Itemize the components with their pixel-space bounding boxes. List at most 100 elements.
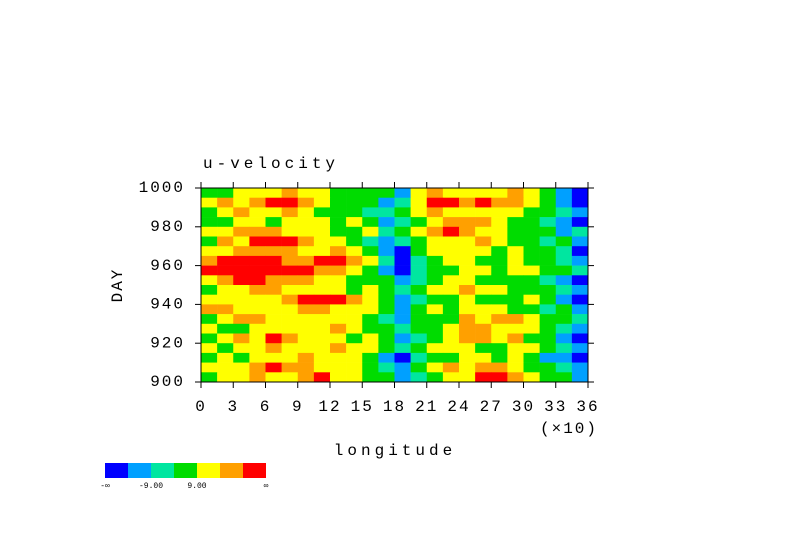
cell bbox=[265, 352, 282, 363]
cell bbox=[346, 197, 363, 208]
cell bbox=[459, 246, 476, 257]
cell bbox=[233, 294, 250, 305]
cell bbox=[378, 343, 395, 354]
cell bbox=[523, 323, 540, 334]
cell bbox=[410, 188, 428, 198]
cell bbox=[523, 372, 540, 383]
cell bbox=[313, 362, 331, 373]
cell bbox=[442, 294, 460, 305]
cell bbox=[442, 275, 460, 286]
cell bbox=[201, 236, 218, 247]
cell bbox=[346, 352, 363, 363]
cell bbox=[507, 246, 524, 257]
cell bbox=[539, 304, 557, 315]
cell bbox=[297, 343, 315, 354]
cell bbox=[378, 275, 395, 286]
cell bbox=[281, 188, 299, 198]
cell bbox=[394, 197, 411, 208]
cell bbox=[313, 323, 331, 334]
cell bbox=[555, 294, 573, 305]
cell bbox=[459, 323, 476, 334]
cell bbox=[281, 285, 299, 295]
x-tick-label: 15 bbox=[351, 398, 374, 416]
cell bbox=[233, 236, 250, 247]
cell bbox=[378, 255, 395, 266]
cell bbox=[346, 236, 363, 247]
cell bbox=[523, 304, 540, 315]
cell bbox=[362, 236, 379, 247]
cell bbox=[362, 197, 379, 208]
cell bbox=[475, 372, 492, 383]
cell bbox=[555, 372, 573, 383]
cell bbox=[362, 217, 379, 228]
cell bbox=[539, 246, 557, 257]
cell bbox=[233, 197, 250, 208]
cell bbox=[362, 207, 379, 218]
cell bbox=[539, 255, 557, 266]
cell bbox=[265, 294, 282, 305]
cell bbox=[217, 352, 234, 363]
cell bbox=[491, 323, 508, 334]
cell bbox=[442, 372, 460, 383]
cell bbox=[201, 314, 218, 325]
cell bbox=[378, 207, 395, 218]
cell bbox=[265, 236, 282, 247]
cell bbox=[507, 217, 524, 228]
cell bbox=[346, 294, 363, 305]
x-scale-label: (×10) bbox=[540, 420, 598, 438]
cell bbox=[442, 207, 460, 218]
cell bbox=[330, 188, 347, 198]
cell bbox=[201, 265, 218, 276]
cell bbox=[491, 304, 508, 315]
cell bbox=[394, 372, 411, 383]
cell bbox=[475, 217, 492, 228]
x-tick-label: 27 bbox=[480, 398, 503, 416]
cell bbox=[475, 343, 492, 354]
cell bbox=[233, 314, 250, 325]
cell bbox=[217, 226, 234, 237]
cell bbox=[555, 304, 573, 315]
cell bbox=[249, 352, 266, 363]
cell bbox=[362, 246, 379, 257]
cell bbox=[362, 362, 379, 373]
cell bbox=[426, 343, 444, 354]
colorbar-box bbox=[197, 463, 220, 478]
cell bbox=[201, 226, 218, 237]
cell bbox=[362, 255, 379, 266]
cell bbox=[378, 304, 395, 315]
cell bbox=[475, 314, 492, 325]
cell bbox=[313, 343, 331, 354]
cell bbox=[346, 226, 363, 237]
cell bbox=[507, 362, 524, 373]
cell bbox=[249, 333, 266, 344]
cell bbox=[491, 197, 508, 208]
cell bbox=[233, 226, 250, 237]
cell bbox=[281, 362, 299, 373]
cell bbox=[459, 226, 476, 237]
y-axis-label: DAY bbox=[109, 268, 127, 303]
cell bbox=[362, 275, 379, 286]
cell bbox=[201, 275, 218, 286]
cell bbox=[442, 246, 460, 257]
cell bbox=[362, 304, 379, 315]
cell bbox=[459, 207, 476, 218]
cell bbox=[442, 226, 460, 237]
cell bbox=[523, 352, 540, 363]
y-tick-label: 980 bbox=[150, 218, 185, 236]
cell bbox=[523, 275, 540, 286]
x-tick-label: 30 bbox=[512, 398, 535, 416]
cell bbox=[394, 304, 411, 315]
cell bbox=[201, 323, 218, 334]
cell bbox=[539, 294, 557, 305]
cell bbox=[491, 275, 508, 286]
cell bbox=[313, 314, 331, 325]
cell bbox=[507, 304, 524, 315]
cell bbox=[362, 314, 379, 325]
cell bbox=[249, 314, 266, 325]
cell bbox=[555, 314, 573, 325]
cell bbox=[249, 246, 266, 257]
cell bbox=[410, 362, 428, 373]
cell bbox=[426, 323, 444, 334]
cell bbox=[442, 197, 460, 208]
cell bbox=[281, 333, 299, 344]
